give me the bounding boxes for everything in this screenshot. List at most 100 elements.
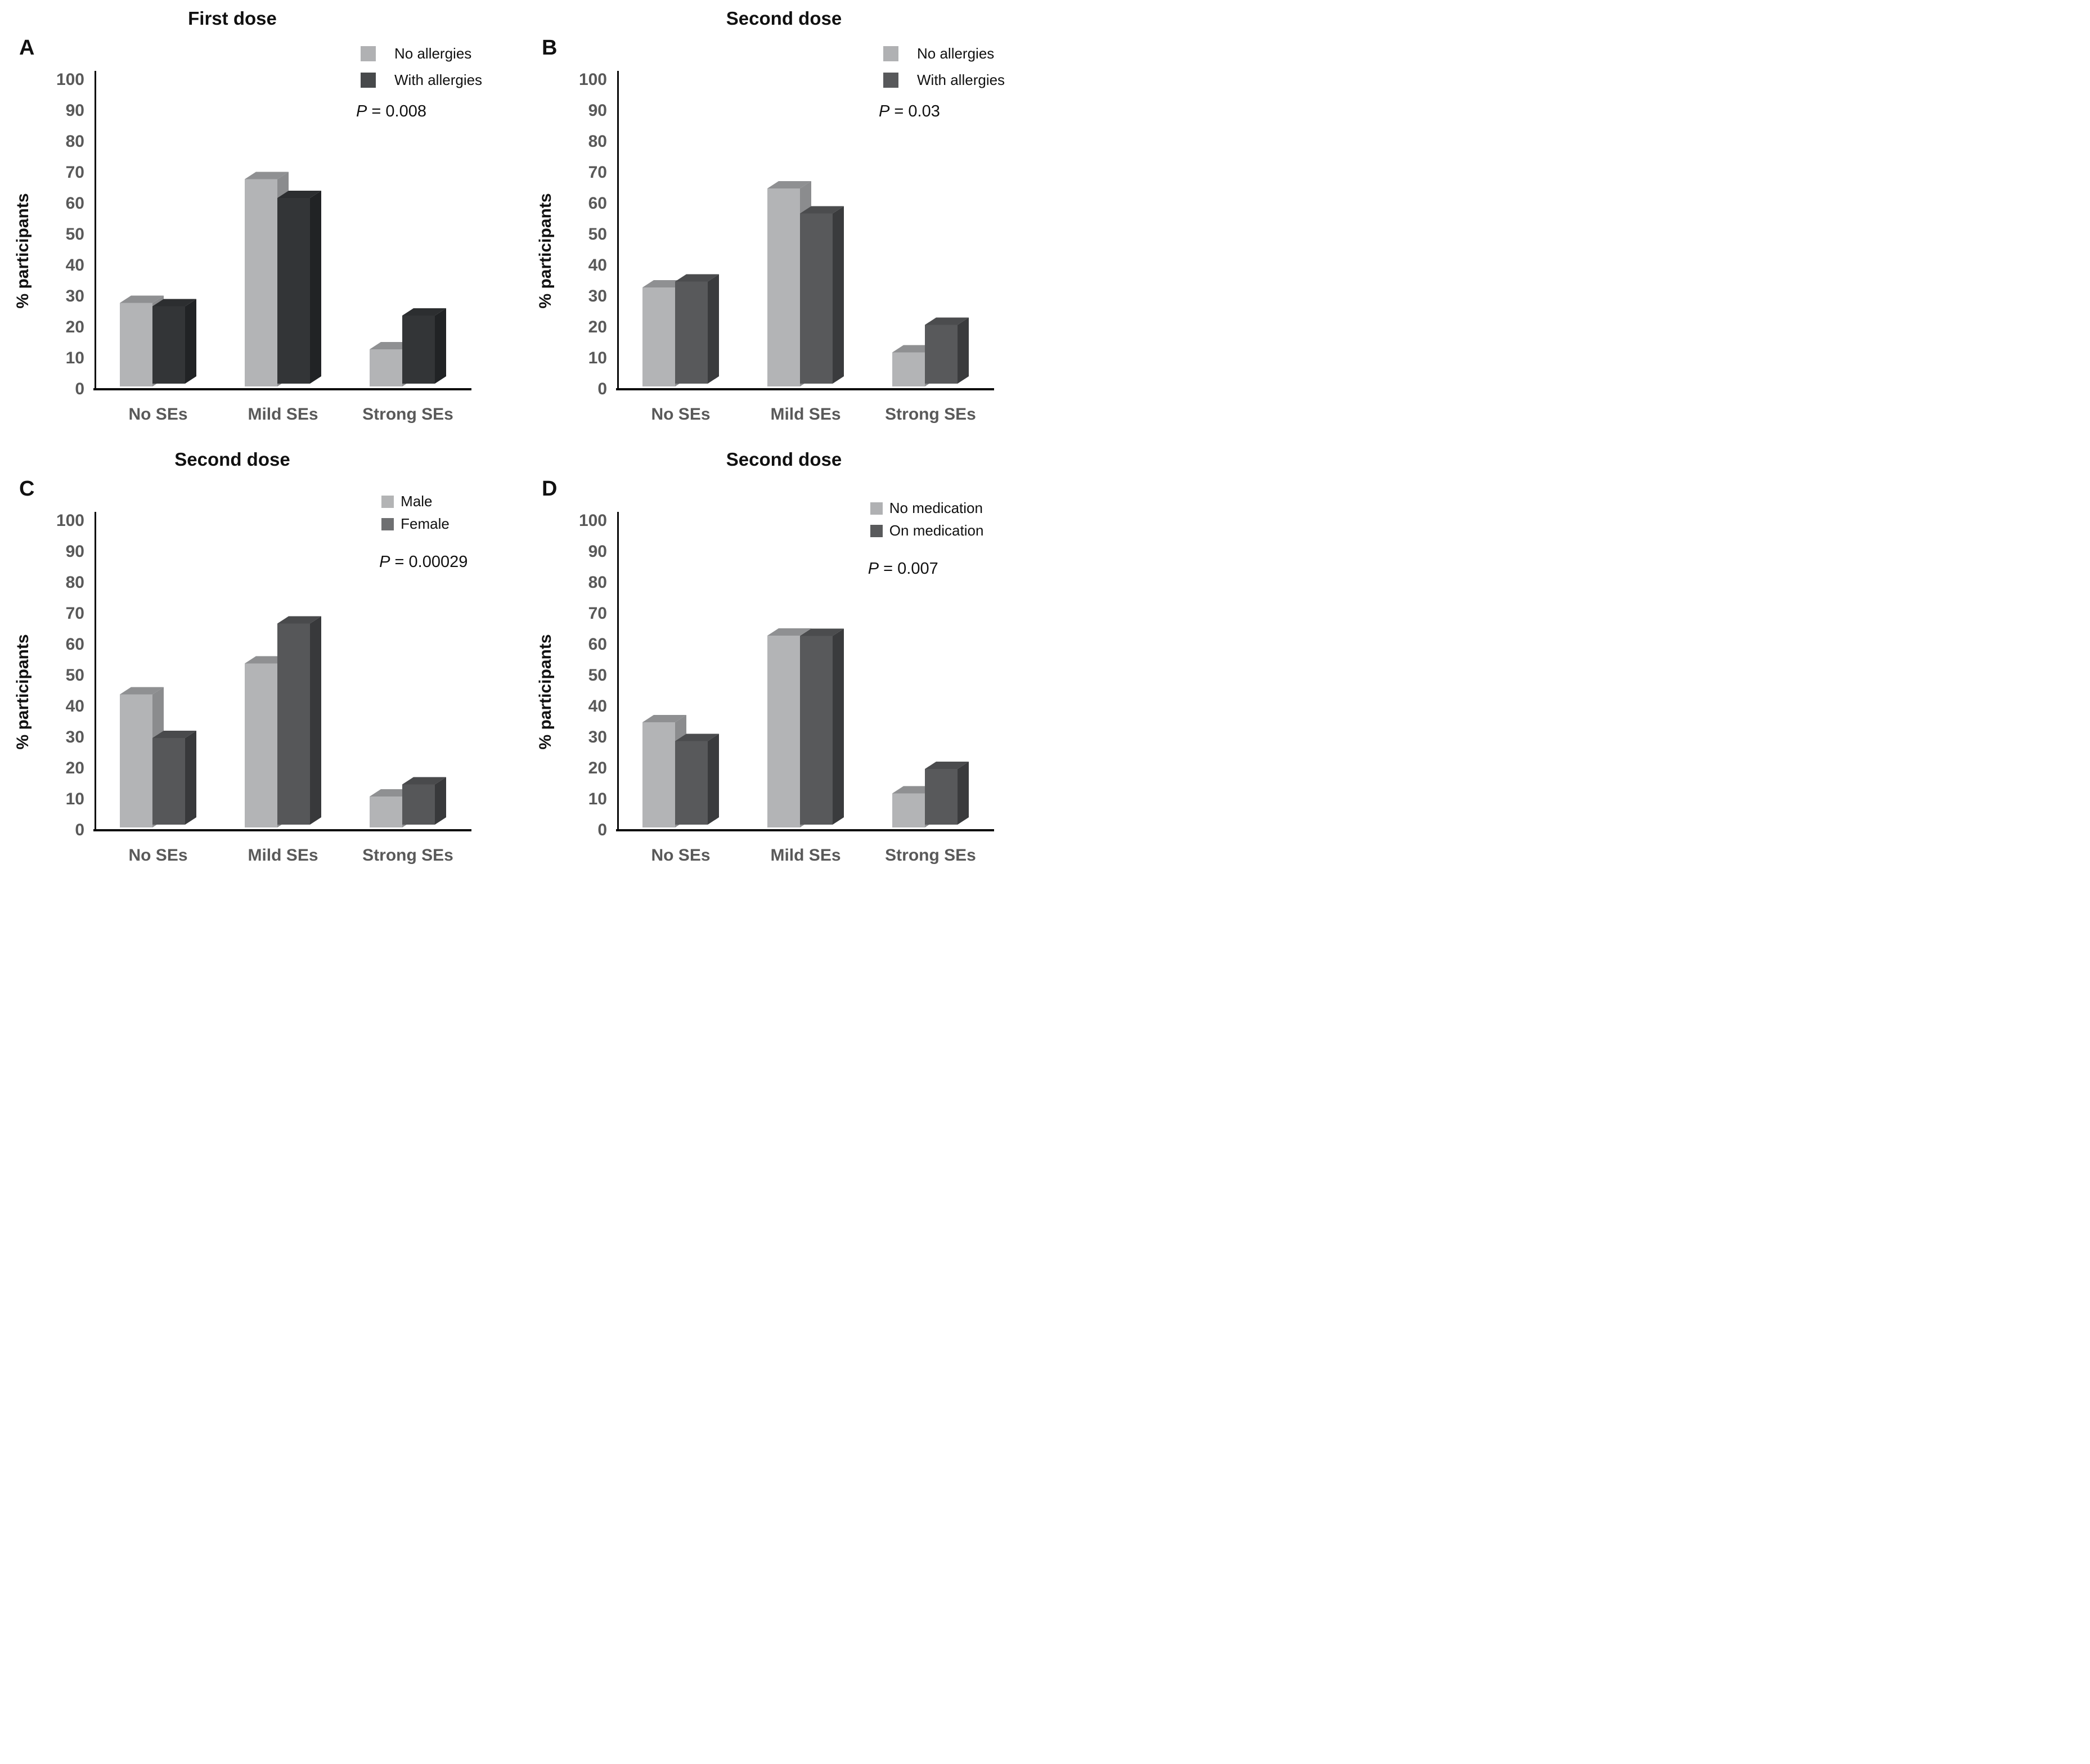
p-value: P = 0.00029 <box>379 553 468 571</box>
plot-area: 0 10 20 30 40 50 60 70 80 90 100 No SEs Mild SEs Stro… <box>579 511 994 865</box>
y-tick-label: 100 <box>56 511 84 530</box>
bar-With allergies-Mild SEs-side <box>310 191 321 384</box>
legend-label: Female <box>401 515 450 532</box>
y-tick-label: 80 <box>66 573 84 592</box>
bar-With allergies-Mild SEs-top <box>277 191 321 198</box>
bar-With allergies-No SEs-front <box>152 306 185 384</box>
bar-No medication-No SEs-top <box>642 715 686 722</box>
legend-entry: No allergies <box>361 45 482 62</box>
bar-Male-Mild SEs-front <box>245 663 277 827</box>
y-tick-label: 90 <box>66 101 84 120</box>
y-tick-label: 50 <box>588 666 607 685</box>
x-axis-line <box>616 829 994 831</box>
four-panel-bar-figure: A First dose % participants 0 10 20 30 40 50 6… <box>0 0 1045 882</box>
bar-Female-No SEs-top <box>152 731 196 738</box>
bar-With allergies-Mild SEs-top <box>800 206 844 214</box>
legend-label: With allergies <box>917 71 1005 88</box>
x-category-label: No SEs <box>128 405 187 424</box>
panel-c: C Second dose % participants 0 10 20 30 40 50… <box>0 441 523 882</box>
bar-With allergies-Mild SEs-side <box>833 206 844 384</box>
x-category-label: Strong SEs <box>885 846 976 865</box>
bar-Female-Mild SEs-front <box>277 623 310 825</box>
bar-With allergies-No SEs-top <box>152 299 196 307</box>
y-tick-label: 50 <box>588 225 607 244</box>
plot-area: 0 10 20 30 40 50 60 70 80 90 100 No SEs Mild SEs Stro… <box>56 70 471 424</box>
y-tick-label: 60 <box>66 194 84 213</box>
x-category-label: Strong SEs <box>362 405 453 424</box>
y-tick-label: 100 <box>579 511 607 530</box>
legend-swatch-series2 <box>870 524 883 537</box>
bar-On medication-Mild SEs-front <box>800 636 833 825</box>
bar-No medication-Mild SEs-top <box>767 628 811 636</box>
panel-a: A First dose % participants 0 10 20 30 40 50 6… <box>0 0 523 441</box>
legend-entry: With allergies <box>883 71 1005 89</box>
panel-title: First dose <box>188 8 277 29</box>
y-tick-label: 90 <box>588 542 607 561</box>
y-tick-label: 30 <box>66 287 84 305</box>
p-value: P = 0.008 <box>356 102 426 120</box>
bar-No allergies-Strong SEs-front <box>370 349 402 386</box>
bar-Female-Mild SEs-side <box>310 616 321 825</box>
bar-With allergies-Strong SEs-front <box>925 325 958 384</box>
legend-label: No medication <box>889 500 983 516</box>
legend-swatch-series2 <box>381 518 394 530</box>
y-tick-label: 50 <box>66 666 84 685</box>
x-category-label: Strong SEs <box>362 846 453 865</box>
legend-label: No allergies <box>394 45 472 62</box>
y-axis-line <box>95 71 96 390</box>
bar-No allergies-Mild SEs-top <box>245 172 289 179</box>
legend-swatch-series1 <box>381 495 394 508</box>
panel-b: B Second dose % participants 0 10 20 30 40 50… <box>523 0 1045 441</box>
x-category-label: Mild SEs <box>770 846 841 865</box>
y-tick-label: 40 <box>588 256 607 274</box>
x-category-label: No SEs <box>128 846 187 865</box>
legend-entry: On medication <box>870 522 983 539</box>
bar-With allergies-Strong SEs-top <box>402 308 446 316</box>
legend: Male Female P = 0.00029 <box>379 493 468 572</box>
y-tick-label: 0 <box>597 380 607 398</box>
bar-No allergies-No SEs-top <box>120 295 164 303</box>
bar-Female-Mild SEs-top <box>277 616 321 624</box>
x-category-label: Strong SEs <box>885 405 976 424</box>
y-tick-label: 90 <box>66 542 84 561</box>
x-category-label: No SEs <box>651 846 710 865</box>
panel-letter: C <box>19 477 35 501</box>
legend-swatch-series1 <box>883 46 898 61</box>
panel-d: D Second dose % participants 0 10 20 30 40 50… <box>523 441 1045 882</box>
y-tick-label: 70 <box>588 604 607 623</box>
legend-label: Male <box>401 493 433 510</box>
y-tick-label: 10 <box>66 349 84 367</box>
bar-No allergies-Mild SEs-front <box>767 188 800 386</box>
bar-No medication-Strong SEs-front <box>892 793 925 827</box>
y-tick-label: 30 <box>588 287 607 305</box>
bar-No allergies-No SEs-front <box>120 303 152 386</box>
bar-No allergies-Strong SEs-front <box>892 352 925 386</box>
bar-Female-No SEs-front <box>152 738 185 825</box>
legend-entry: No allergies <box>883 45 1005 62</box>
legend-entry: With allergies <box>361 71 482 89</box>
x-axis-line <box>616 388 994 390</box>
y-tick-label: 20 <box>66 318 84 336</box>
panel-letter: B <box>542 36 558 60</box>
bar-Male-No SEs-top <box>120 687 164 695</box>
bar-With allergies-No SEs-side <box>185 299 196 384</box>
legend-entry: No medication <box>870 500 984 517</box>
y-tick-label: 50 <box>66 225 84 244</box>
y-tick-label: 70 <box>588 163 607 182</box>
x-axis-line <box>93 829 471 831</box>
bar-No allergies-Mild SEs-top <box>767 181 811 188</box>
bar-With allergies-No SEs-front <box>675 281 708 384</box>
bar-Female-Strong SEs-top <box>402 777 446 785</box>
bar-With allergies-Mild SEs-front <box>277 198 310 384</box>
y-axis-line <box>617 512 619 831</box>
y-tick-label: 80 <box>66 132 84 151</box>
y-tick-label: 30 <box>66 728 84 746</box>
y-tick-label: 0 <box>75 821 84 839</box>
bar-On medication-No SEs-top <box>675 734 719 741</box>
legend-swatch-series1 <box>870 502 883 515</box>
bar-On medication-Strong SEs-side <box>958 762 969 825</box>
y-tick-label: 20 <box>66 759 84 777</box>
y-tick-label: 60 <box>66 635 84 654</box>
legend: No allergies With allergies P = 0.008 <box>356 45 482 121</box>
bar-On medication-Strong SEs-front <box>925 769 958 825</box>
